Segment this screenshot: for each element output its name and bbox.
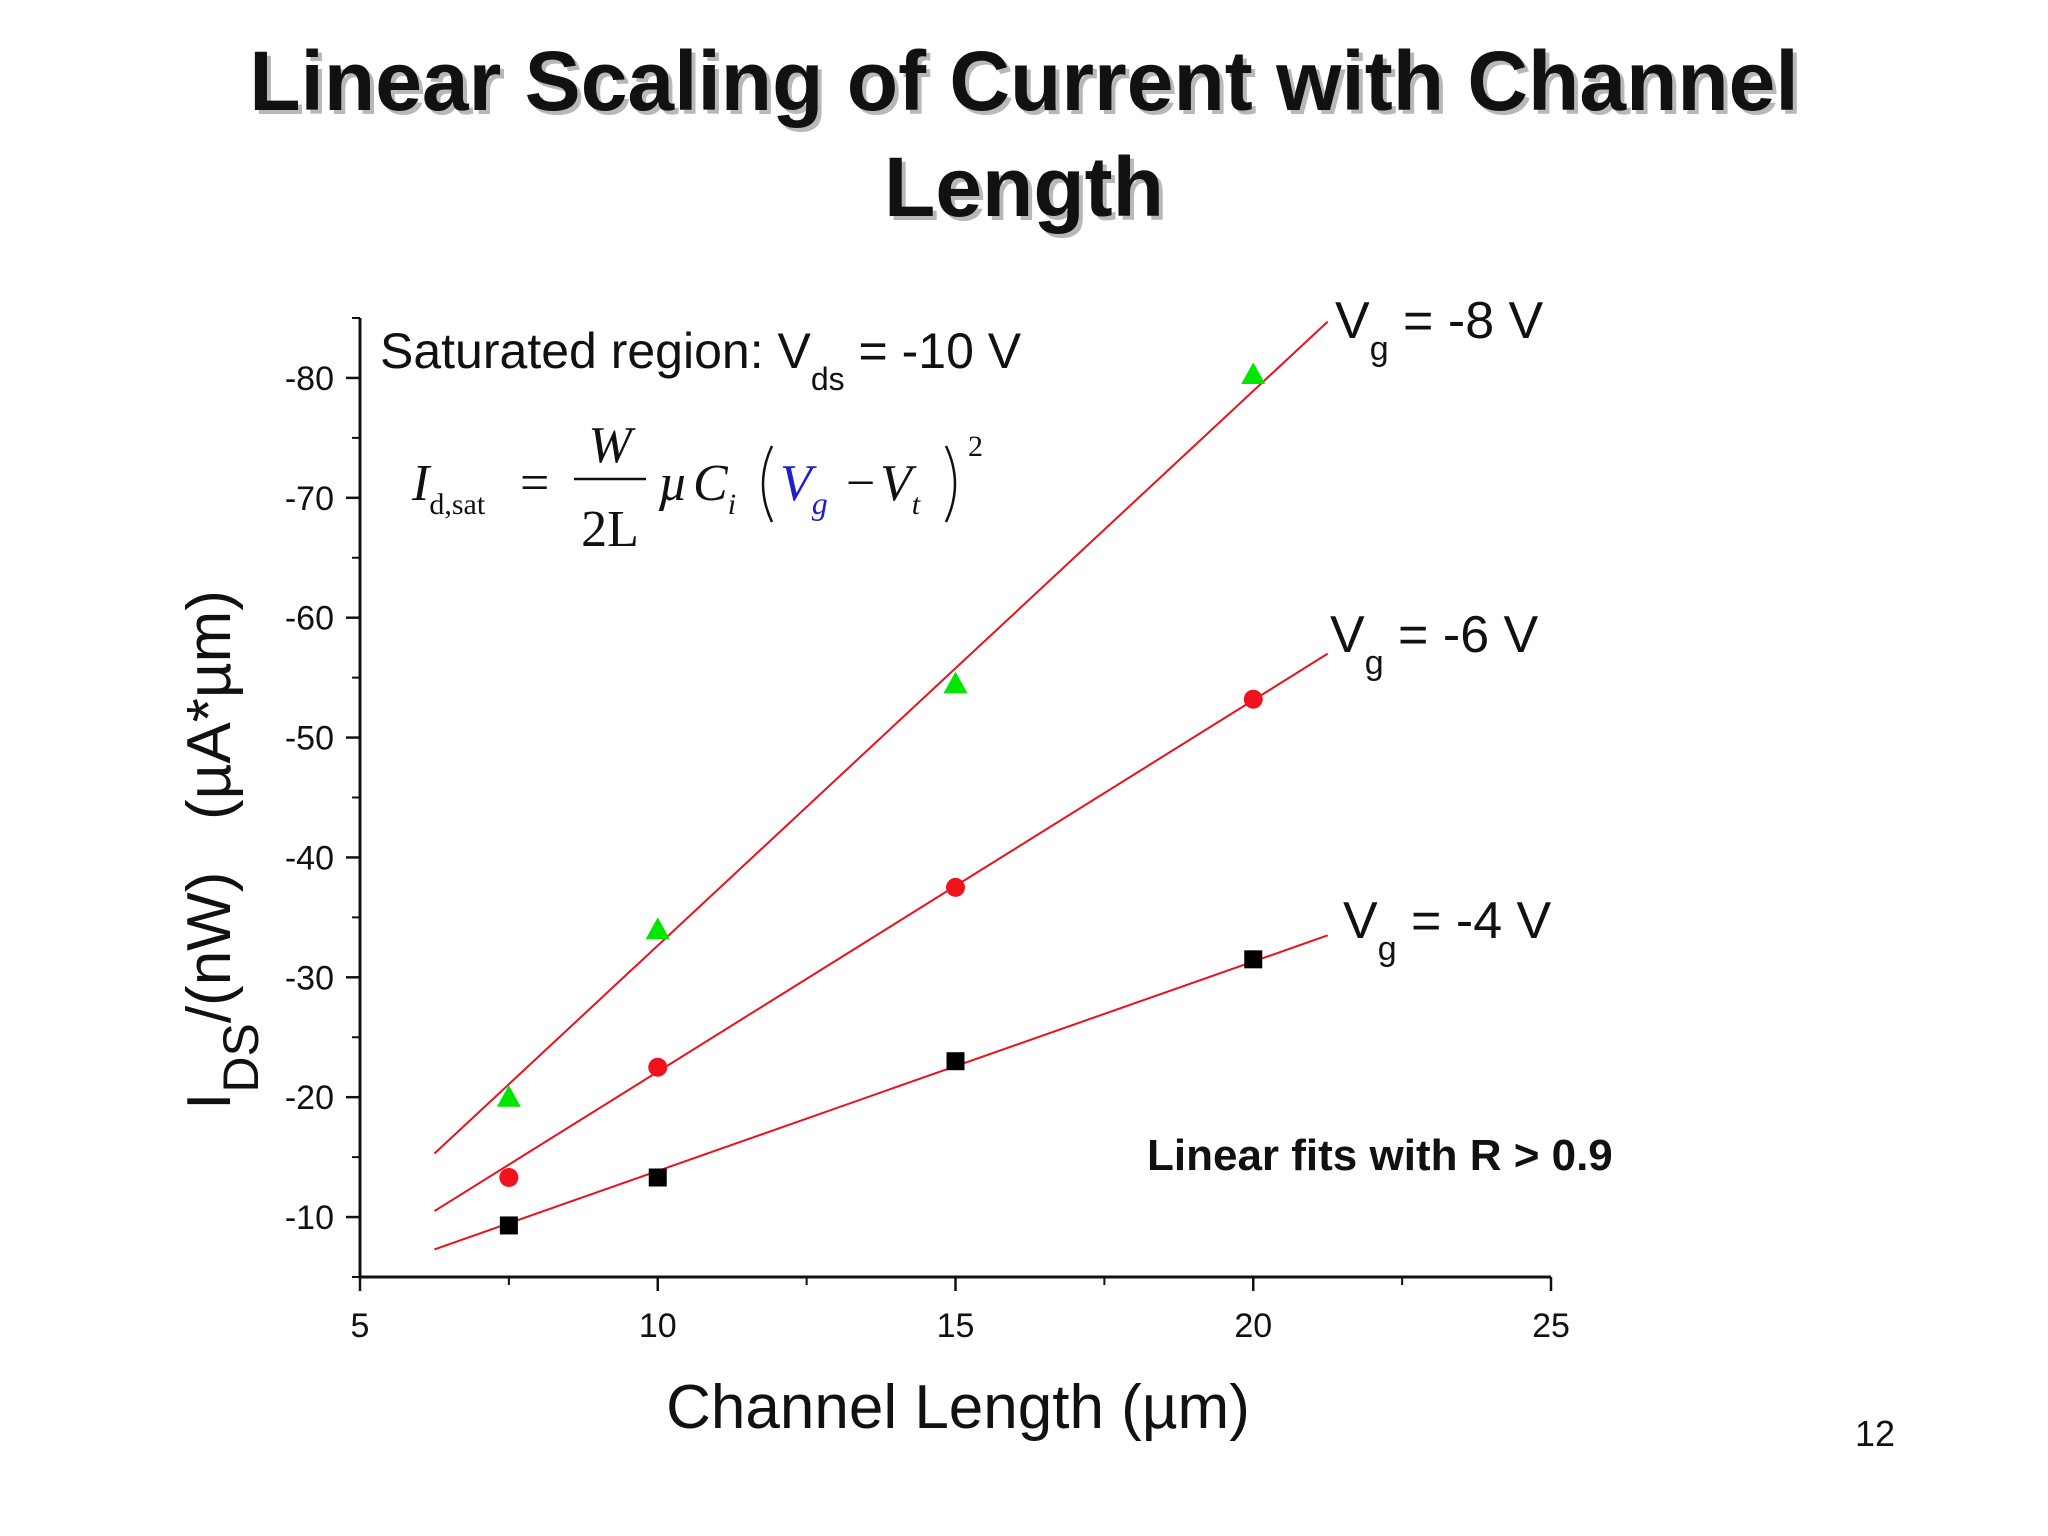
formula-c: Ci [693,455,736,521]
axes: 5 10 15 20 25 -10 -20 -30 -40 -50 -60 -70 -80 [285,317,1570,1345]
formula-mu: µ [658,455,688,512]
formula-minus: − [846,455,875,512]
series-vg6-sub: g [1365,644,1384,682]
x-tick-label: 5 [351,1307,370,1345]
y-label-main: I [175,1093,244,1110]
series-vg4-rest: = -4 V [1397,892,1552,950]
data-point-circle [946,877,965,897]
formula-c-sub: i [728,488,736,521]
page-number: 12 [1855,1413,1896,1454]
fit-line [433,320,1329,1155]
data-point-triangle [1241,362,1266,384]
data-point-circle [499,1168,519,1188]
data-point-square [499,1216,518,1235]
saturated-rest: = -10 V [845,323,1022,379]
title-line-2: Length [884,140,1164,234]
data-point-square [1244,950,1263,969]
formula-left-paren [761,445,774,523]
series-vg8-sub: g [1370,330,1389,368]
y-label-rest: /(nW) (µA*µm) [175,590,244,1023]
x-tick-label: 10 [639,1307,677,1345]
formula-denominator: 2L [581,501,639,558]
data-point-triangle [496,1085,521,1107]
saturated-main: Saturated region: V [380,323,811,379]
y-tick-label: -20 [285,1079,334,1117]
series-vg6-rest: = -6 V [1384,606,1539,664]
y-tick-label: -30 [285,959,334,997]
series-vg4-sub: g [1378,930,1397,968]
y-tick-label: -70 [285,480,334,518]
data-points [496,362,1266,1235]
data-point-circle [1243,689,1263,709]
x-axis-label: Channel Length (µm) [666,1373,1250,1442]
y-tick-label: -50 [285,720,334,758]
x-tick-label: 25 [1532,1307,1570,1345]
formula-i-sub: d,sat [429,488,485,521]
formula-equals: = [520,455,549,512]
y-label-sub: DS [213,1023,269,1092]
saturation-current-formula: Id,sat = W 2L µ Ci Vg − Vt 2 [411,417,983,558]
y-tick-label: -60 [285,600,334,638]
formula-vg-sub: g [812,485,828,521]
title-line-1: Linear Scaling of Current with Channel [249,34,1799,128]
formula-vg: Vg [780,455,828,521]
y-tick-label: -40 [285,839,334,877]
series-vg8-rest: = -8 V [1389,292,1544,350]
fit-lines [433,320,1329,1251]
data-point-triangle [645,917,670,939]
fit-line [433,652,1329,1212]
formula-right-paren [944,445,957,523]
data-point-square [648,1168,667,1187]
data-point-circle [648,1057,668,1077]
series-vg8-main: V [1335,292,1370,350]
series-label-vg8: Vg = -8 V [1335,292,1544,368]
formula-vg-main: V [780,455,817,512]
formula-vt: Vt [880,455,921,521]
series-label-vg6: Vg = -6 V [1330,606,1539,682]
data-point-triangle [943,671,968,694]
y-tick-label: -10 [285,1199,334,1237]
formula-c-main: C [693,455,729,512]
formula-vt-main: V [880,455,917,512]
formula-lhs: Id,sat [411,455,486,521]
saturated-region-label: Saturated region: Vds = -10 V [380,323,1022,397]
slide-title: Linear Scaling of Current with Channel L… [0,28,2048,240]
series-vg6-main: V [1330,606,1365,664]
x-tick-label: 15 [937,1307,975,1345]
series-label-vg4: Vg = -4 V [1343,892,1552,968]
formula-numerator: W [588,417,636,474]
x-tick-label: 20 [1234,1307,1272,1345]
data-point-square [946,1052,965,1071]
formula-vt-sub: t [912,488,921,521]
formula-i: I [411,455,432,512]
formula-power: 2 [968,430,983,463]
series-vg4-main: V [1343,892,1378,950]
y-tick-label: -80 [285,360,334,398]
fits-note: Linear fits with R > 0.9 [1147,1131,1613,1180]
saturated-sub: ds [811,361,845,397]
y-axis-label: IDS/(nW) (µA*µm) [175,590,269,1110]
fit-line [434,934,1329,1251]
